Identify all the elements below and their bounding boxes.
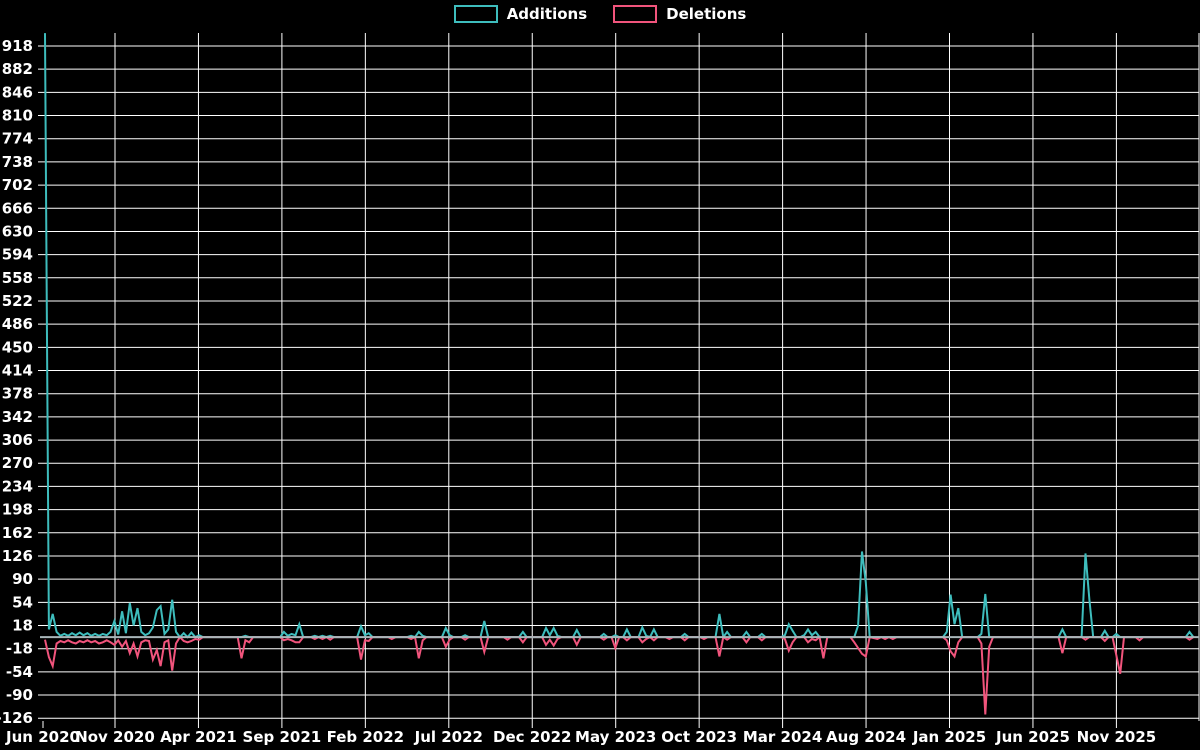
- x-tick-label: Jul 2022: [414, 728, 483, 746]
- y-tick-label: 198: [2, 501, 33, 519]
- y-tick-label: 558: [2, 269, 33, 287]
- x-tick-label: Nov 2020: [75, 728, 155, 746]
- y-tick-label: 738: [2, 153, 33, 171]
- y-tick-label: 162: [2, 524, 33, 542]
- y-tick-label: 306: [2, 431, 33, 449]
- series-group: [44, 33, 1195, 715]
- y-tick-label: 630: [2, 222, 33, 240]
- x-tick-label: Nov 2025: [1077, 728, 1157, 746]
- legend-item-deletions[interactable]: Deletions: [613, 5, 746, 23]
- x-tick-label: Feb 2022: [327, 728, 405, 746]
- y-tick-label: -18: [6, 640, 33, 658]
- x-tick-label: Mar 2024: [743, 728, 822, 746]
- y-tick-label: 810: [2, 107, 33, 125]
- y-tick-label: 234: [2, 477, 33, 495]
- additions-line: [44, 33, 1195, 640]
- x-tick-label: Apr 2021: [160, 728, 237, 746]
- deletions-swatch-icon: [613, 5, 658, 23]
- x-tick-label: Aug 2024: [826, 728, 906, 746]
- y-tick-label: 378: [2, 385, 33, 403]
- y-tick-label: 342: [2, 408, 33, 426]
- y-tick-label: 846: [2, 83, 33, 101]
- additions-swatch-icon: [453, 5, 498, 23]
- y-tick-label: -90: [6, 686, 33, 704]
- axis-labels-group: 918 882 846 810 774 738 702 666 630 594 558 522 486 4…: [0, 37, 1156, 746]
- x-tick-label: Jun 2025: [995, 728, 1070, 746]
- y-tick-label: 414: [2, 362, 33, 380]
- y-tick-label: 522: [2, 292, 33, 310]
- chart-legend: Additions Deletions: [0, 5, 1200, 23]
- y-tick-label: -126: [0, 709, 33, 727]
- legend-item-additions[interactable]: Additions: [453, 5, 588, 23]
- x-tick-label: Sep 2021: [243, 728, 322, 746]
- y-tick-label: 486: [2, 315, 33, 333]
- deletions-line: [44, 635, 1194, 715]
- x-tick-label: Jun 2020: [5, 728, 80, 746]
- x-tick-label: Dec 2022: [493, 728, 572, 746]
- y-tick-label: 774: [2, 130, 33, 148]
- y-tick-label: 594: [2, 246, 33, 264]
- y-tick-label: 702: [2, 176, 33, 194]
- legend-label-additions: Additions: [506, 5, 588, 23]
- y-tick-label: 882: [2, 60, 33, 78]
- x-tick-label: May 2023: [575, 728, 656, 746]
- y-tick-label: 90: [12, 570, 33, 588]
- y-tick-label: 18: [12, 617, 33, 635]
- x-tick-label: Jan 2025: [912, 728, 986, 746]
- y-tick-label: 126: [2, 547, 33, 565]
- x-tick-label: Oct 2023: [661, 728, 737, 746]
- y-tick-label: 270: [2, 454, 33, 472]
- legend-label-deletions: Deletions: [666, 5, 747, 23]
- y-tick-label: 918: [2, 37, 33, 55]
- gridlines-group: [38, 33, 1200, 728]
- y-tick-label: -54: [6, 663, 33, 681]
- y-tick-label: 450: [2, 338, 33, 356]
- y-tick-label: 54: [12, 593, 33, 611]
- y-tick-label: 666: [2, 199, 33, 217]
